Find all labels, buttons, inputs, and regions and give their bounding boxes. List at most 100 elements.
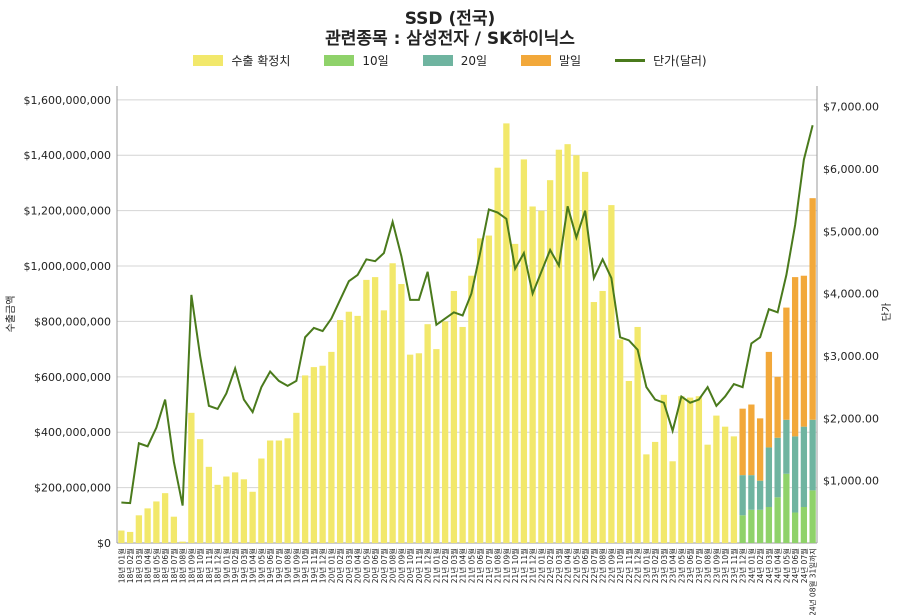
chart-subtitle: 관련종목 : 삼성전자 / SK하이닉스 [325,29,575,49]
x-tick-label: 18년 08월 [178,548,188,583]
x-tick-label: 21년 02월 [440,548,450,583]
x-tick-label: 24년 06월 [790,548,800,583]
x-tick-label: 23년 11월 [729,548,739,583]
y-tick-right: $5,000.00 [823,225,879,238]
x-tick-label: 19년 03월 [239,548,249,583]
legend-item-20days: 20일 [422,52,487,69]
x-tick-label: 22년 12월 [633,548,643,583]
x-tick-label: 20년 01월 [326,548,336,583]
x-tick-label: 23년 05월 [676,548,686,583]
bar-10days [765,506,773,543]
bar-confirmed [170,516,178,543]
bar-confirmed [319,365,326,543]
bar-confirmed [704,444,711,543]
x-tick-label: 21년 06월 [475,548,485,583]
y-tick-left: $800,000,000 [34,315,111,328]
bar-confirmed [616,339,624,543]
bar-10days [756,509,764,543]
bar-confirmed [336,320,344,543]
bar-confirmed [240,479,248,543]
legend-swatch-month-end [521,55,551,66]
bar-confirmed [214,484,221,543]
x-tick-label: 19년 05월 [256,548,266,583]
chart-title: SSD (전국) [404,9,496,29]
bar-10days [791,512,799,543]
bar-confirmed [223,476,230,543]
bar-10days [739,515,746,543]
x-tick-label: 19년 10월 [300,548,310,583]
bar-month-end [809,198,816,420]
x-tick-label: 24년 04월 [773,548,783,583]
bar-confirmed [144,508,151,543]
y-tick-right: $7,000.00 [823,101,879,114]
x-tick-label: 20년 07월 [379,548,389,583]
bar-confirmed [625,380,633,543]
x-tick-label: 23년 03월 [659,548,669,583]
bar-20days [739,475,746,516]
x-tick-label: 21년 05월 [466,548,476,583]
bar-month-end [748,404,755,476]
x-tick-label: 19년 06월 [265,548,275,583]
x-tick-label: 18년 12월 [213,548,223,583]
x-tick-label: 23년 09월 [711,548,721,583]
x-tick-label: 22년 05월 [571,548,581,583]
bar-20days [783,419,790,474]
unit-price-line [121,125,814,506]
y-tick-left: $600,000,000 [34,371,111,384]
legend-label-20days: 20일 [460,54,487,68]
bar-20days [748,475,755,510]
bar-confirmed [669,461,676,543]
x-tick-label: 23년 06월 [685,548,695,583]
legend-item-confirmed: 수출 확정치 [193,52,290,69]
y-tick-left: $1,000,000,000 [24,260,111,273]
x-tick-label: 20년 11월 [414,548,424,583]
x-tick-label: 22년 03월 [554,548,564,583]
x-tick-label: 20년 04월 [353,548,363,583]
bar-month-end [765,351,773,448]
bar-confirmed [266,440,274,543]
y-tick-right: $1,000.00 [823,475,879,488]
legend-label-month-end: 말일 [559,54,582,68]
bar-confirmed [275,440,283,543]
bar-confirmed [660,394,668,543]
x-tick-label: 21년 11월 [519,548,529,583]
legend-swatch-10days [324,55,355,66]
bar-confirmed [468,275,475,543]
bar-confirmed [398,284,405,543]
bar-confirmed [161,493,169,543]
x-tick-label: 22년 04월 [563,548,573,583]
x-tick-label: 20년 08월 [388,548,398,583]
bar-10days [800,506,808,543]
x-tick-label: 19년 08월 [283,548,293,583]
bar-confirmed [695,396,703,543]
bar-20days [800,426,808,507]
bar-confirmed [555,149,563,543]
y-tick-left: $400,000,000 [34,426,111,439]
x-tick-label: 23년 02월 [650,548,660,583]
bar-confirmed [511,243,519,543]
bar-10days [774,497,781,543]
x-tick-label: 21년 03월 [449,548,459,583]
bar-month-end [774,376,781,438]
x-tick-label: 19년 04월 [248,548,258,583]
x-tick-label: 24년 03월 [764,548,774,583]
x-tick-label: 24년 02월 [755,548,765,583]
x-tick-label: 22년 11월 [624,548,634,583]
x-tick-label: 21년 08월 [493,548,503,583]
bar-confirmed [546,180,554,544]
bar-confirmed [538,210,545,543]
legend-swatch-unit-price [615,59,646,62]
bar-confirmed [179,541,186,543]
bar-confirmed [389,263,396,543]
bar-confirmed [503,123,510,543]
bar-confirmed [520,159,528,543]
bar-confirmed [301,375,309,543]
x-tick-label: 24년 07월 [799,548,809,583]
x-tick-label: 18년 06월 [160,548,170,583]
legend-item-10days: 10일 [324,52,389,69]
bar-confirmed [686,397,694,543]
y-tick-right: $6,000.00 [823,163,879,176]
bar-20days [765,447,773,507]
y-tick-right: $2,000.00 [823,412,879,425]
